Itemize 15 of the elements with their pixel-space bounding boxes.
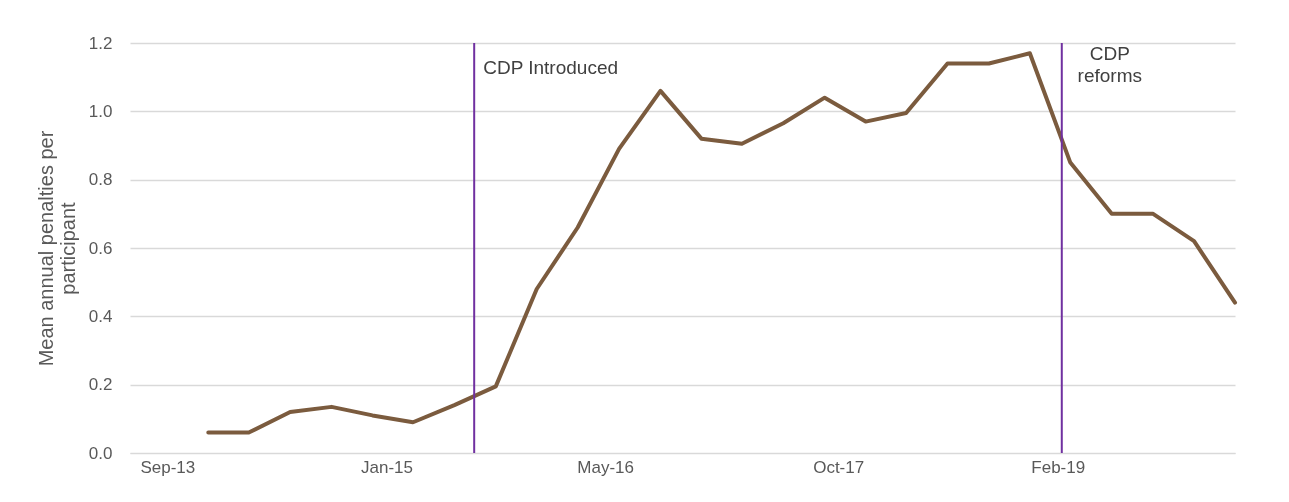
y-tick-label: 0.0	[88, 443, 113, 463]
y-tick-label: 0.6	[88, 238, 113, 258]
x-tick-label: Feb-19	[1031, 457, 1086, 477]
y-tick-label: 1.2	[88, 33, 113, 53]
x-tick-label: May-16	[577, 457, 634, 477]
y-axis-title: Mean annual penalties per participant	[34, 130, 79, 367]
ref-line-label: CDP Introduced	[483, 57, 619, 78]
y-tick-label: 0.2	[88, 375, 113, 395]
y-tick-label: 1.0	[88, 101, 113, 121]
x-tick-label: Jan-15	[360, 457, 413, 477]
y-tick-label: 0.8	[88, 170, 113, 190]
y-tick-label: 0.4	[88, 306, 113, 326]
x-tick-label: Sep-13	[140, 457, 196, 477]
ref-line-label: CDP reforms	[1077, 43, 1142, 86]
x-tick-label: Oct-17	[813, 457, 865, 477]
